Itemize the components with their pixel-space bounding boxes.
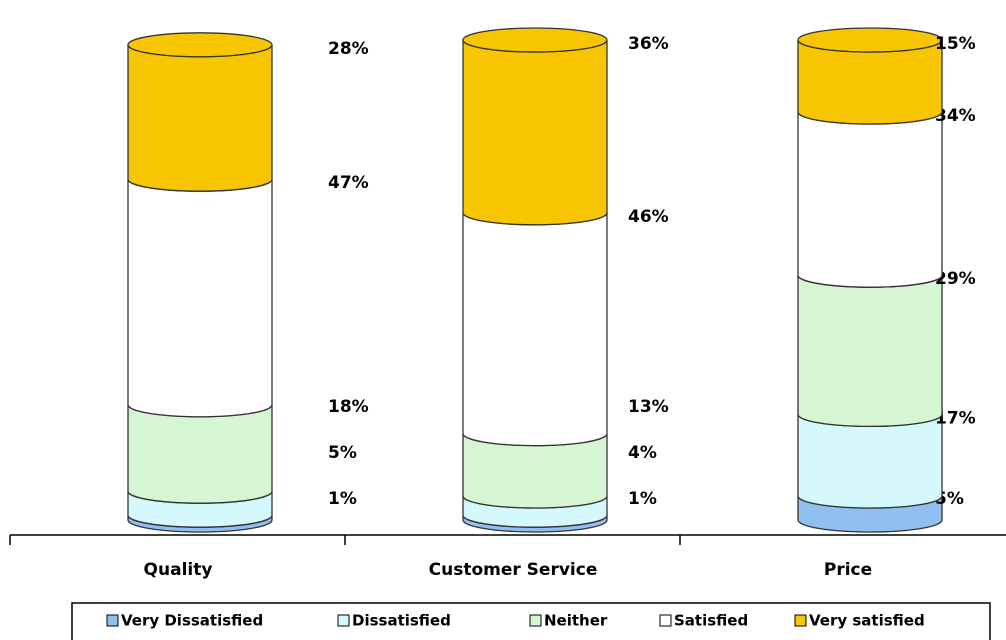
cylinder-top [797,27,943,53]
legend-swatch [337,614,350,627]
data-label: 15% [935,34,976,54]
cylinder-top [462,27,608,53]
data-label: 13% [628,397,669,417]
data-label: 46% [628,207,669,227]
data-label: 28% [328,39,369,59]
legend-label: Very Dissatisfied [121,612,263,630]
legend-label: Dissatisfied [352,612,451,630]
legend-swatch [659,614,672,627]
data-label: 1% [328,489,357,509]
x-tick-label: Quality [144,560,213,580]
data-label: 34% [935,106,976,126]
x-tick-label: Price [824,560,872,580]
cylinder-segment [127,404,273,504]
legend-label: Neither [544,612,608,630]
data-label: 18% [328,397,369,417]
cylinder-segment [797,414,943,509]
legend-swatch [794,614,807,627]
data-label: 17% [935,408,976,428]
cylinder-segment [127,44,273,192]
data-label: 1% [628,489,657,509]
data-label: 5% [328,443,357,463]
cylinder-segment [797,275,943,428]
cylinder-segment [462,212,608,447]
legend-swatch [529,614,542,627]
cylinder-segment [462,39,608,226]
cylinder-segment [127,179,273,418]
data-label: 4% [628,443,657,463]
data-label: 36% [628,34,669,54]
legend-swatch [106,614,119,627]
cylinder-segment [797,111,943,288]
data-label: 29% [935,269,976,289]
data-label: 47% [328,173,369,193]
legend-label: Satisfied [674,612,748,630]
x-tick-label: Customer Service [429,560,598,580]
legend-label: Very satisfied [809,612,925,630]
cylinder-top [127,32,273,58]
